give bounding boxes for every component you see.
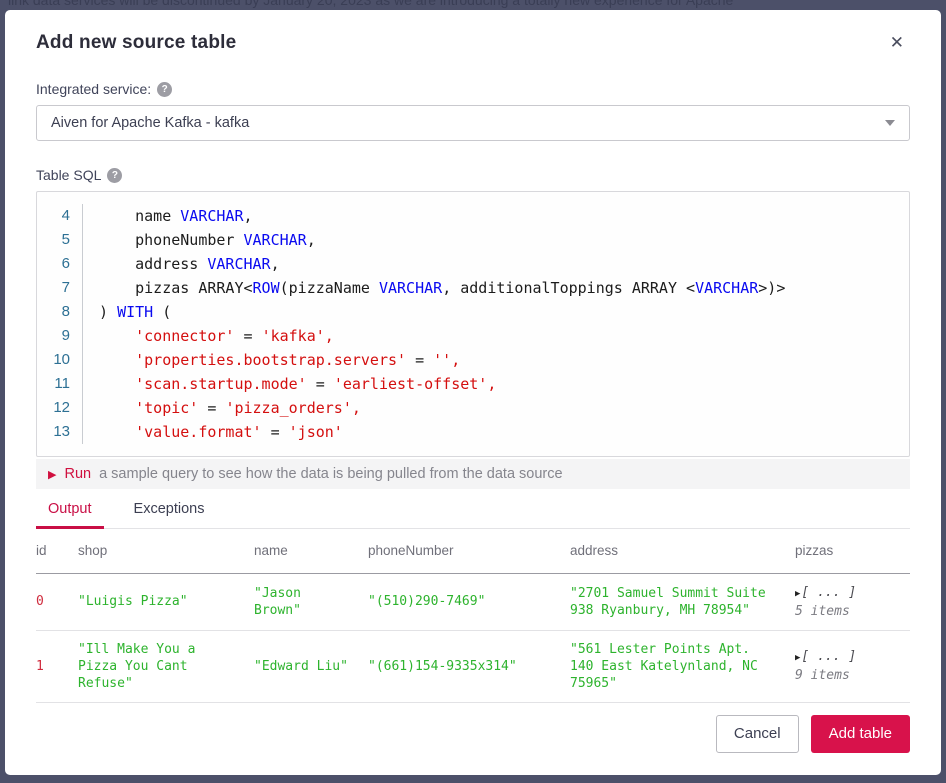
cell-phonenumber: "(661)154-9335x314": [368, 630, 570, 703]
expand-triangle-icon: ▶: [795, 653, 801, 663]
cancel-button[interactable]: Cancel: [715, 714, 799, 753]
column-header-address: address: [570, 529, 795, 574]
code-text: ) WITH (: [99, 303, 172, 321]
integrated-service-label-row: Integrated service: ?: [36, 81, 910, 97]
code-text: name VARCHAR,: [99, 207, 253, 225]
cell-shop: "Ill Make You a Pizza You Cant Refuse": [78, 630, 254, 703]
line-number: 12: [37, 396, 83, 420]
code-text: 'scan.startup.mode' = 'earliest-offset',: [135, 375, 497, 393]
line-number: 11: [37, 372, 83, 396]
sql-editor[interactable]: 4 name VARCHAR, 5 phoneNumber VARCHAR, 6 a…: [36, 191, 910, 457]
cell-pizzas: ▶[ ... ] 5 items: [795, 573, 910, 631]
cell-pizzas: ▶[ ... ] 9 items: [795, 630, 910, 703]
tab-exceptions[interactable]: Exceptions: [133, 500, 205, 517]
cell-id: 1: [36, 630, 78, 703]
code-line: 11 'scan.startup.mode' = 'earliest-offse…: [37, 372, 909, 396]
code-text: 'properties.bootstrap.servers' = '',: [135, 351, 461, 369]
sql-editor-lines: 4 name VARCHAR, 5 phoneNumber VARCHAR, 6 a…: [37, 204, 909, 444]
code-text: 'topic' = 'pizza_orders',: [135, 399, 361, 417]
integrated-service-label: Integrated service:: [36, 81, 152, 97]
pizzas-count: 9 items: [795, 668, 850, 683]
modal-header: Add new source table ✕: [36, 10, 910, 55]
page-backdrop: link data services will be discontinued …: [0, 0, 946, 11]
modal-footer: Cancel Add table: [36, 714, 910, 753]
cell-name: "Edward Liu": [254, 630, 368, 703]
help-icon[interactable]: ?: [157, 81, 173, 97]
code-text: phoneNumber VARCHAR,: [99, 231, 316, 249]
code-line: 12 'topic' = 'pizza_orders',: [37, 396, 909, 420]
code-line: 10 'properties.bootstrap.servers' = '',: [37, 348, 909, 372]
table-row: 1 "Ill Make You a Pizza You Cant Refuse" "…: [36, 630, 910, 703]
add-source-table-modal: Add new source table ✕ Integrated servic…: [5, 10, 941, 775]
line-number: 4: [37, 204, 83, 228]
code-line: 13 'value.format' = 'json': [37, 420, 909, 444]
line-number: 8: [37, 300, 83, 324]
code-text: 'connector' = 'kafka',: [135, 327, 334, 345]
column-header-id: id: [36, 529, 78, 574]
line-number: 13: [37, 420, 83, 444]
table-sql-label: Table SQL: [36, 167, 102, 183]
cell-shop: "Luigis Pizza": [78, 573, 254, 631]
output-table-header-row: id shop name phoneNumber address pizzas: [36, 529, 910, 574]
tab-output[interactable]: Output: [36, 489, 104, 529]
column-header-shop: shop: [78, 529, 254, 574]
run-bar: ▶ Run a sample query to see how the data…: [36, 459, 910, 489]
cell-address: "2701 Samuel Summit Suite 938 Ryanbury, …: [570, 573, 795, 631]
pizzas-expander[interactable]: ▶[ ... ]: [795, 649, 857, 664]
close-icon[interactable]: ✕: [889, 33, 904, 52]
expand-triangle-icon: ▶: [795, 588, 801, 599]
backdrop-banner-text: link data services will be discontinued …: [8, 0, 734, 8]
code-line: 9 'connector' = 'kafka',: [37, 324, 909, 348]
run-button[interactable]: Run: [64, 466, 92, 482]
run-description: a sample query to see how the data is be…: [99, 466, 563, 482]
line-number: 7: [37, 276, 83, 300]
integrated-service-select[interactable]: Aiven for Apache Kafka - kafka: [36, 105, 910, 141]
output-table: id shop name phoneNumber address pizzas …: [36, 529, 910, 703]
line-number: 10: [37, 348, 83, 372]
chevron-down-icon: [885, 120, 895, 126]
code-line: 6 address VARCHAR,: [37, 252, 909, 276]
integrated-service-value: Aiven for Apache Kafka - kafka: [51, 115, 250, 131]
result-tabs: Output Exceptions: [36, 489, 910, 529]
run-play-icon[interactable]: ▶: [48, 468, 57, 481]
modal-title: Add new source table: [36, 32, 237, 53]
code-line: 4 name VARCHAR,: [37, 204, 909, 228]
code-text: address VARCHAR,: [99, 255, 280, 273]
code-line: 5 phoneNumber VARCHAR,: [37, 228, 909, 252]
help-icon[interactable]: ?: [107, 167, 123, 183]
table-sql-label-row: Table SQL ?: [36, 167, 910, 183]
cell-address: "561 Lester Points Apt. 140 East Katelyn…: [570, 630, 795, 703]
cell-id: 0: [36, 573, 78, 631]
column-header-pizzas: pizzas: [795, 529, 910, 574]
add-table-button[interactable]: Add table: [810, 714, 910, 753]
code-text: 'value.format' = 'json': [135, 423, 343, 441]
line-number: 6: [37, 252, 83, 276]
pizzas-expander[interactable]: ▶[ ... ]: [795, 584, 857, 600]
line-number: 9: [37, 324, 83, 348]
code-text: pizzas ARRAY<ROW(pizzaName VARCHAR, addi…: [99, 279, 786, 297]
line-number: 5: [37, 228, 83, 252]
code-line: 7 pizzas ARRAY<ROW(pizzaName VARCHAR, ad…: [37, 276, 909, 300]
output-table-body: 0 "Luigis Pizza" "Jason Brown" "(510)290-74…: [36, 573, 910, 703]
cell-name: "Jason Brown": [254, 573, 368, 631]
table-row: 0 "Luigis Pizza" "Jason Brown" "(510)290-74…: [36, 573, 910, 631]
column-header-name: name: [254, 529, 368, 574]
cell-phonenumber: "(510)290-7469": [368, 573, 570, 631]
code-line: 8 ) WITH (: [37, 300, 909, 324]
column-header-phonenumber: phoneNumber: [368, 529, 570, 574]
pizzas-count: 5 items: [795, 603, 850, 619]
